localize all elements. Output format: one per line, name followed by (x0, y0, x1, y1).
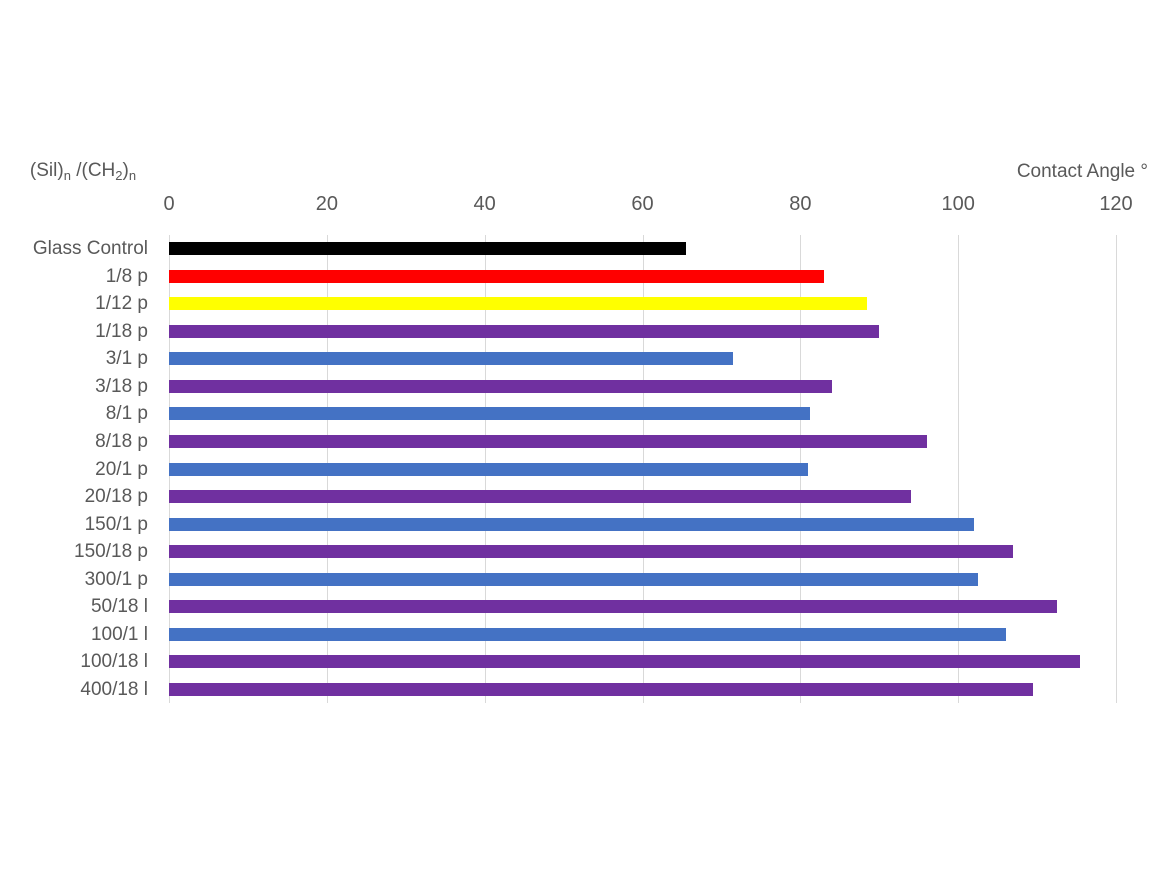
x-tick-label: 20 (315, 193, 338, 215)
bar-150-18-p (169, 545, 1014, 558)
category-label: 8/1 p (105, 403, 148, 424)
bar-1-12-p (169, 297, 868, 310)
bar-300-1-p (169, 573, 978, 586)
plot-area (169, 235, 1117, 703)
y-axis-title-part: n (63, 168, 71, 183)
bar-150-1-p (169, 518, 974, 531)
x-tick-label: 0 (163, 193, 175, 215)
y-axis-title-part: ) (122, 160, 129, 181)
bar-8-18-p (169, 435, 927, 448)
x-tick-label: 120 (1099, 193, 1133, 215)
category-label: 20/18 p (84, 486, 148, 507)
bar-100-1-l (169, 628, 1006, 641)
x-tick-label: 100 (941, 193, 975, 215)
bar-400-18-l (169, 683, 1034, 696)
x-tick-label: 60 (631, 193, 654, 215)
category-label: 1/8 p (105, 266, 148, 287)
y-axis-title-part: /(CH (70, 160, 116, 181)
y-axis-title: (Sil)n /(CH2)n (8, 160, 158, 183)
category-label: 3/18 p (95, 376, 148, 397)
category-label: 150/1 p (84, 514, 148, 535)
category-axis-labels: Glass Control 1/8 p 1/12 p 1/18 p 3/1 p 3/18 … (0, 235, 155, 703)
category-label: 1/12 p (95, 293, 148, 314)
gridline (1116, 235, 1117, 703)
bar-3-1-p (169, 352, 734, 365)
x-tick-label: 40 (473, 193, 496, 215)
gridline (958, 235, 960, 703)
category-label: 400/18 l (80, 679, 148, 700)
y-axis-title-part: (Sil) (29, 160, 64, 181)
bar-1-18-p (169, 325, 880, 338)
bar-20-18-p (169, 490, 911, 503)
category-label: 20/1 p (95, 459, 148, 480)
x-tick-label: 80 (789, 193, 812, 215)
bar-100-18-l (169, 655, 1081, 668)
category-label: 3/1 p (105, 348, 148, 369)
bar-glass-control (169, 242, 686, 255)
bar-50-18-l (169, 600, 1057, 613)
bar-8-1-p (169, 407, 810, 420)
category-label: 100/18 l (80, 651, 148, 672)
category-label: 50/18 l (90, 596, 148, 617)
x-axis-title: Contact Angle ° (1016, 161, 1148, 182)
bar-3-18-p (169, 380, 832, 393)
category-label: 100/1 l (90, 624, 148, 645)
category-label: 1/18 p (95, 321, 148, 342)
y-axis-title-part: n (128, 168, 137, 183)
category-label: 8/18 p (95, 431, 148, 452)
category-label: Glass Control (32, 238, 148, 259)
bar-20-1-p (169, 463, 809, 476)
category-label: 300/1 p (84, 569, 148, 590)
bar-1-8-p (169, 270, 824, 283)
y-axis-title-part: 2 (115, 168, 123, 183)
category-label: 150/18 p (74, 541, 148, 562)
